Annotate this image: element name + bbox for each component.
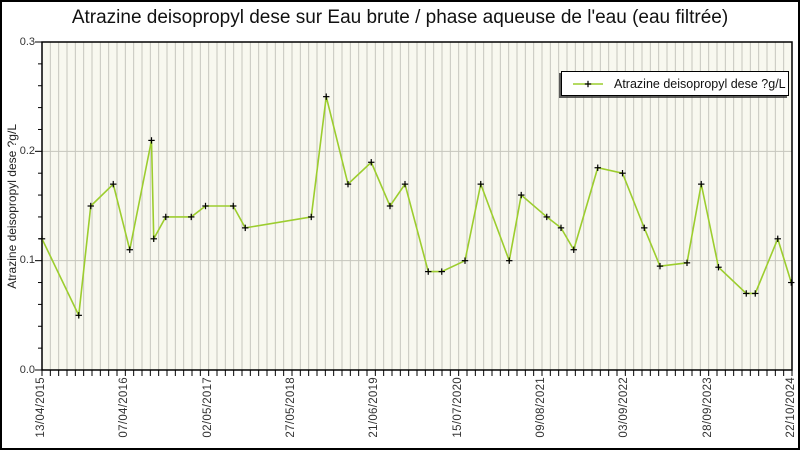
x-tick-label: 13/04/2015	[35, 377, 47, 438]
chart-title: Atrazine deisopropyl dese sur Eau brute …	[71, 7, 729, 28]
x-tick-label: 09/08/2021	[535, 377, 547, 438]
y-tick-label: 0.0	[19, 363, 35, 376]
x-tick-label: 28/09/2023	[701, 377, 714, 438]
x-tick-label: 02/05/2017	[201, 377, 214, 438]
x-tick-label: 03/09/2022	[618, 377, 631, 438]
x-tick-label: 22/10/2024	[785, 377, 797, 438]
legend: Atrazine deisopropyl dese ?g/L	[561, 71, 789, 96]
x-tick-label: 27/05/2018	[285, 377, 297, 438]
data-series-line	[41, 96, 793, 319]
legend-label: Atrazine deisopropyl dese ?g/L	[614, 76, 786, 91]
y-tick-label: 0.3	[19, 35, 35, 48]
x-tick-label: 15/07/2020	[451, 377, 464, 438]
x-tick-label: 07/04/2016	[118, 377, 131, 438]
x-tick-label: 21/06/2019	[368, 377, 381, 438]
plot-frame	[41, 41, 793, 371]
y-tick-label: 0.2	[19, 144, 35, 157]
y-tick-label: 0.1	[19, 254, 35, 267]
legend-line-marker-icon	[573, 80, 603, 87]
